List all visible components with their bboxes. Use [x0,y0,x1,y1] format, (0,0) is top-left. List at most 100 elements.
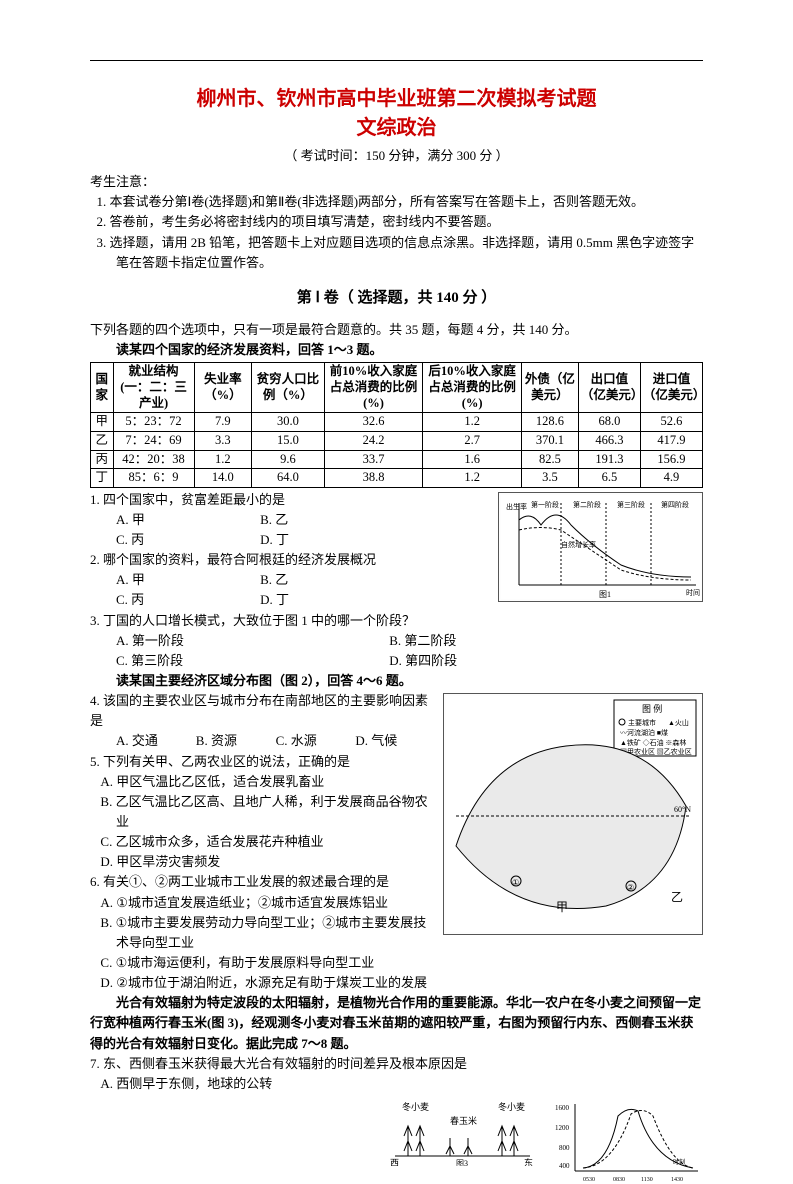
table-cell: 6.5 [578,469,640,488]
option: B. ①城市主要发展劳动力导向型工业；②城市主要发展技术导向型工业 [90,913,440,953]
question-7-stem: 7. 东、西侧春玉米获得最大光合有效辐射的时间差异及根本原因是 [90,1054,703,1074]
table-cell: 5：23：72 [113,413,194,432]
bottom-figures: 西 东 冬小麦 春玉米 冬小麦 图3 1600 1200 800 400 [90,1096,703,1184]
svg-text:1430: 1430 [671,1177,683,1183]
option: C. 第三阶段 [116,651,386,671]
table-cell: 2.7 [423,431,522,450]
exam-title-line1: 柳州市、钦州市高中毕业班第二次模拟考试题 [90,85,703,113]
table-cell: 38.8 [324,469,423,488]
table-cell: 3.5 [521,469,578,488]
svg-text:1600: 1600 [555,1104,570,1112]
svg-text:冬小麦: 冬小麦 [498,1101,525,1112]
svg-text:800: 800 [559,1144,570,1152]
option: D. 丁 [260,590,401,610]
table-cell: 7.9 [194,413,252,432]
svg-text:〰河流湖泊 ■煤: 〰河流湖泊 ■煤 [620,728,668,737]
svg-text:东: 东 [524,1157,533,1166]
table-cell: 3.3 [194,431,252,450]
reading-prompt-2: 读某国主要经济区域分布图（图 2），回答 4～6 题。 [90,671,703,691]
svg-text:主要城市: 主要城市 [628,718,656,727]
figure-3-placeholder: 西 东 冬小麦 春玉米 冬小麦 图3 [390,1096,535,1166]
option: B. 乙 [260,510,401,530]
table-header: 失业率（%） [194,363,252,413]
table-cell: 417.9 [640,431,702,450]
section-1-heading: 第 Ⅰ 卷（ 选择题，共 140 分 ） [90,287,703,310]
option: D. ②城市位于湖泊附近，水源充足有助于煤炭工业的发展 [90,973,703,993]
svg-text:60°N: 60°N [674,805,691,814]
table-cell: 85：6：9 [113,469,194,488]
svg-text:自然增长率: 自然增长率 [561,540,596,549]
table-cell: 30.0 [252,413,325,432]
svg-text:400: 400 [559,1162,570,1170]
table-cell: 156.9 [640,450,702,469]
table-header: 就业结构(一：二：三产业) [113,363,194,413]
svg-text:图1: 图1 [599,590,611,599]
svg-text:①: ① [512,878,519,887]
radiation-curve-icon: 1600 1200 800 400 0530 0830 1130 1430 时刻 [553,1096,703,1184]
economy-data-table: 国家 就业结构(一：二：三产业) 失业率（%） 贫穷人口比例（%） 前10%收入… [90,362,703,487]
table-cell: 7：24：69 [113,431,194,450]
table-header: 出口值（亿美元） [578,363,640,413]
table-row: 甲 5：23：72 7.9 30.0 32.6 1.2 128.6 68.0 5… [91,413,703,432]
svg-text:1130: 1130 [641,1177,653,1183]
option: C. 丙 [116,590,257,610]
option: C. 水源 [276,731,353,751]
figure-2-placeholder: 图 例 主要城市 ▲火山 〰河流湖泊 ■煤 ▲铁矿 ◇石油 ※森林 ▨甲农业区 … [443,693,703,935]
question-3-stem: 3. 丁国的人口增长模式，大致位于图 1 中的哪一个阶段？ [90,611,703,631]
option: D. 第四阶段 [389,651,659,671]
table-cell: 52.6 [640,413,702,432]
svg-text:0530: 0530 [583,1177,595,1183]
table-cell: 4.9 [640,469,702,488]
table-cell: 33.7 [324,450,423,469]
option: B. 乙 [260,570,401,590]
table-row: 丙 42：20：38 1.2 9.6 33.7 1.6 82.5 191.3 1… [91,450,703,469]
svg-text:春玉米: 春玉米 [450,1115,477,1126]
svg-text:②: ② [627,883,634,892]
svg-text:时间: 时间 [686,588,700,597]
svg-text:第四阶段: 第四阶段 [661,500,689,509]
table-row: 乙 7：24：69 3.3 15.0 24.2 2.7 370.1 466.3 … [91,431,703,450]
figure-1-placeholder: 第一阶段 第二阶段 第三阶段 第四阶段 出生率 自然增长率 时间 图1 [498,492,703,602]
table-cell: 1.2 [423,413,522,432]
option: A. 第一阶段 [116,631,386,651]
svg-text:冬小麦: 冬小麦 [402,1101,429,1112]
option: C. 丙 [116,530,257,550]
svg-text:图3: 图3 [456,1159,468,1166]
section-1-intro: 下列各题的四个选项中，只有一项是最符合题意的。共 35 题，每题 4 分，共 1… [90,320,703,340]
svg-text:甲: 甲 [556,900,568,914]
option: D. 气候 [355,731,432,751]
svg-text:出生率: 出生率 [506,502,527,511]
reading-prompt-1: 读某四个国家的经济发展资料，回答 1～3 题。 [90,340,703,360]
question-4-options: A. 交通 B. 资源 C. 水源 D. 气候 [90,731,435,751]
canada-map-icon: 图 例 主要城市 ▲火山 〰河流湖泊 ■煤 ▲铁矿 ◇石油 ※森林 ▨甲农业区 … [446,696,700,932]
question-3-options: A. 第一阶段 B. 第二阶段 C. 第三阶段 D. 第四阶段 [90,631,703,671]
table-cell: 466.3 [578,431,640,450]
table-header: 国家 [91,363,114,413]
table-cell: 1.2 [194,450,252,469]
svg-text:0830: 0830 [613,1177,625,1183]
option: B. 乙区气温比乙区高、且地广人稀，利于发展商品谷物农业 [90,792,440,832]
table-cell: 24.2 [324,431,423,450]
notice-item: 1. 本套试卷分第Ⅰ卷(选择题)和第Ⅱ卷(非选择题)两部分，所有答案写在答题卡上… [90,192,703,212]
table-header: 前10%收入家庭占总消费的比例(%) [324,363,423,413]
svg-text:第二阶段: 第二阶段 [573,500,601,509]
notice-item: 2. 答卷前，考生务必将密封线内的项目填写清楚，密封线内不要答题。 [90,212,703,232]
top-rule [90,60,703,61]
figure-4-placeholder: 1600 1200 800 400 0530 0830 1130 1430 时刻 [553,1096,703,1184]
option: B. 资源 [196,731,273,751]
table-header: 后10%收入家庭占总消费的比例(%) [423,363,522,413]
table-cell: 32.6 [324,413,423,432]
notice-heading: 考生注意： [90,172,703,192]
option: D. 丁 [260,530,401,550]
exam-info: （ 考试时间：150 分钟，满分 300 分 ） [90,146,703,166]
svg-text:时刻: 时刻 [673,1158,685,1166]
option: A. 西侧早于东侧，地球的公转 [90,1074,703,1094]
question-6-stem: 6. 有关①、②两工业城市工业发展的叙述最合理的是 [90,872,440,892]
population-curve-icon: 第一阶段 第二阶段 第三阶段 第四阶段 出生率 自然增长率 时间 图1 [501,495,701,599]
table-cell: 14.0 [194,469,252,488]
table-cell: 191.3 [578,450,640,469]
table-header-row: 国家 就业结构(一：二：三产业) 失业率（%） 贫穷人口比例（%） 前10%收入… [91,363,703,413]
table-cell: 15.0 [252,431,325,450]
svg-text:▲火山: ▲火山 [668,718,689,727]
table-cell: 1.2 [423,469,522,488]
